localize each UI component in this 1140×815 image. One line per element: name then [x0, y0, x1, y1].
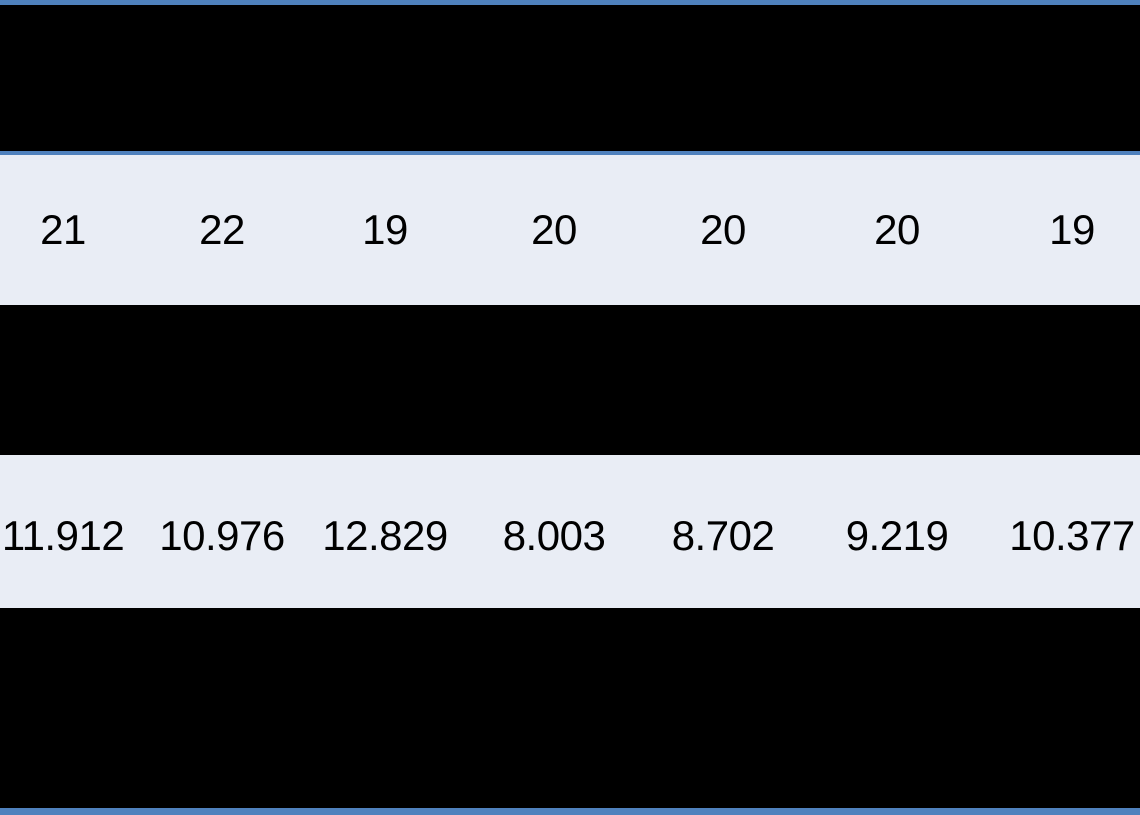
table-cell: 9.219	[845, 511, 949, 559]
table-cell: 11.912	[1, 511, 125, 559]
table-cell: 12.829	[322, 511, 448, 559]
table-cell: 21	[40, 206, 86, 253]
table-cell: 20	[700, 206, 746, 253]
table-cell: 8.003	[502, 511, 606, 559]
redacted-band-1	[0, 5, 1140, 151]
table-cell: 20	[531, 206, 577, 253]
redacted-band-3	[0, 608, 1140, 808]
table-cell: 20	[874, 206, 920, 253]
table-cell: 19	[1049, 206, 1095, 253]
table-cell: 10.377	[1009, 511, 1135, 559]
table-cell: 8.702	[671, 511, 775, 559]
row-separator-border	[0, 151, 1140, 155]
table-row-2: 11.912 10.976 12.829 8.003 8.702 9.219 1…	[0, 455, 1140, 608]
redacted-band-2	[0, 305, 1140, 455]
table-bottom-border	[0, 808, 1140, 815]
table-cell: 19	[362, 206, 408, 253]
table-cell: 22	[199, 206, 245, 253]
table-row-1: 21 22 19 20 20 20 19	[0, 155, 1140, 305]
table-top-border	[0, 0, 1140, 5]
table-cell: 10.976	[159, 511, 285, 559]
